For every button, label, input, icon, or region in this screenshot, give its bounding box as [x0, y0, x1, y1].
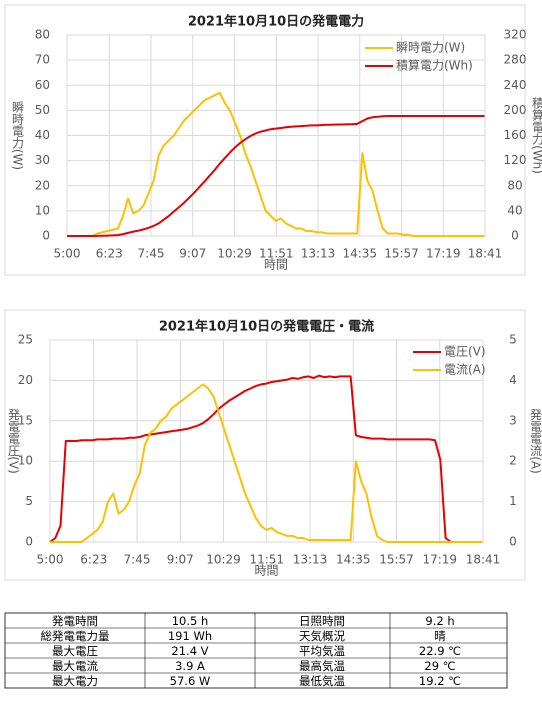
y2-tick-label: 3 — [509, 413, 517, 427]
table-cell: 発電時間 — [52, 614, 98, 628]
y2-tick-label: 0 — [511, 229, 519, 243]
x-tick-label: 9:07 — [167, 553, 194, 567]
y-tick-label: 60 — [35, 78, 50, 92]
legend-label: 瞬時電力(W) — [396, 41, 465, 55]
y2-tick-label: 1 — [509, 494, 517, 508]
y2-tick-label: 320 — [504, 28, 527, 42]
y-tick-label: 0 — [42, 229, 50, 243]
table-cell: 日照時間 — [299, 614, 345, 628]
x-tick-label: 6:23 — [96, 247, 123, 261]
y-tick-label: 80 — [35, 28, 50, 42]
y-tick-label: 30 — [35, 153, 50, 167]
y-axis-label: 発電電圧(V) — [7, 408, 21, 474]
x-tick-label: 17:19 — [422, 553, 457, 567]
table-cell: 22.9 ℃ — [419, 644, 461, 658]
x-tick-label: 13:13 — [301, 247, 336, 261]
x-tick-label: 15:57 — [379, 553, 414, 567]
table-cell: 晴 — [434, 629, 446, 643]
y2-tick-label: 4 — [509, 373, 517, 387]
x-tick-label: 5:00 — [54, 247, 81, 261]
x-tick-label: 15:57 — [384, 247, 419, 261]
table-cell: 最大電力 — [52, 674, 98, 688]
x-tick-label: 10:29 — [206, 553, 241, 567]
series-line — [50, 383, 483, 543]
x-axis-label: 時間 — [254, 564, 278, 578]
y2-axis-label: 発電電流(A) — [529, 408, 542, 474]
y2-tick-label: 0 — [509, 535, 517, 549]
y2-tick-label: 200 — [504, 103, 527, 117]
y-tick-label: 20 — [18, 373, 33, 387]
y2-tick-label: 120 — [504, 153, 527, 167]
x-tick-label: 14:35 — [342, 247, 377, 261]
y-tick-label: 25 — [18, 333, 33, 347]
legend-label: 電流(A) — [444, 363, 486, 377]
table-cell: 総発電電力量 — [41, 629, 110, 643]
table-cell: 21.4 V — [171, 644, 208, 658]
y-tick-label: 5 — [25, 494, 33, 508]
series-line — [49, 374, 483, 543]
legend-label: 積算電力(Wh) — [396, 58, 473, 73]
x-tick-label: 7:45 — [138, 247, 165, 261]
chart-title: 2021年10月10日の発電電圧・電流 — [159, 319, 374, 335]
x-tick-label: 17:19 — [426, 247, 461, 261]
y-tick-label: 15 — [18, 413, 33, 427]
y-tick-label: 0 — [25, 535, 33, 549]
y2-tick-label: 280 — [504, 53, 527, 67]
series-line — [67, 115, 485, 237]
table-cell: 191 Wh — [168, 629, 212, 643]
x-tick-label: 14:35 — [336, 553, 371, 567]
table-cell: 最低気温 — [299, 674, 345, 688]
x-tick-label: 5:00 — [37, 553, 64, 567]
y2-tick-label: 5 — [509, 333, 517, 347]
table-cell: 10.5 h — [172, 614, 209, 628]
x-tick-label: 11:51 — [249, 553, 284, 567]
table-cell: 3.9 A — [175, 659, 205, 673]
x-tick-label: 10:29 — [217, 247, 252, 261]
y2-tick-label: 240 — [504, 78, 527, 92]
y2-tick-label: 160 — [504, 128, 527, 142]
table-cell: 19.2 ℃ — [419, 674, 461, 688]
y-tick-label: 70 — [35, 53, 50, 67]
chart-title: 2021年10月10日の発電電力 — [188, 14, 364, 30]
y2-tick-label: 40 — [507, 203, 522, 217]
y-tick-label: 50 — [35, 103, 50, 117]
x-tick-label: 9:07 — [179, 247, 206, 261]
x-tick-label: 11:51 — [259, 247, 294, 261]
y-tick-label: 10 — [35, 203, 50, 217]
chart-frame — [4, 4, 526, 276]
y2-axis-label: 積算電力(Wh) — [531, 96, 542, 174]
table-cell: 平均気温 — [299, 644, 345, 658]
table-cell: 最高気温 — [299, 659, 345, 673]
y-tick-label: 10 — [18, 454, 33, 468]
y-tick-label: 40 — [35, 128, 50, 142]
y2-tick-label: 80 — [507, 178, 522, 192]
y-axis-label: 瞬時電力(W) — [11, 100, 25, 170]
y-tick-label: 20 — [35, 178, 50, 192]
table-cell: 最大電流 — [52, 659, 98, 673]
x-axis-label: 時間 — [264, 258, 288, 272]
table-cell: 29 ℃ — [424, 659, 455, 673]
x-tick-label: 6:23 — [80, 553, 107, 567]
table-cell: 9.2 h — [425, 614, 454, 628]
y2-tick-label: 2 — [509, 454, 517, 468]
table-cell: 最大電圧 — [52, 644, 98, 658]
x-tick-label: 18:41 — [468, 247, 503, 261]
x-tick-label: 18:41 — [466, 553, 501, 567]
x-tick-label: 13:13 — [293, 553, 328, 567]
table-cell: 57.6 W — [170, 674, 211, 688]
x-tick-label: 7:45 — [124, 553, 151, 567]
table-cell: 天気概況 — [299, 629, 345, 643]
table-border — [4, 612, 508, 689]
series-line — [67, 91, 485, 237]
legend-label: 電圧(V) — [444, 345, 486, 359]
